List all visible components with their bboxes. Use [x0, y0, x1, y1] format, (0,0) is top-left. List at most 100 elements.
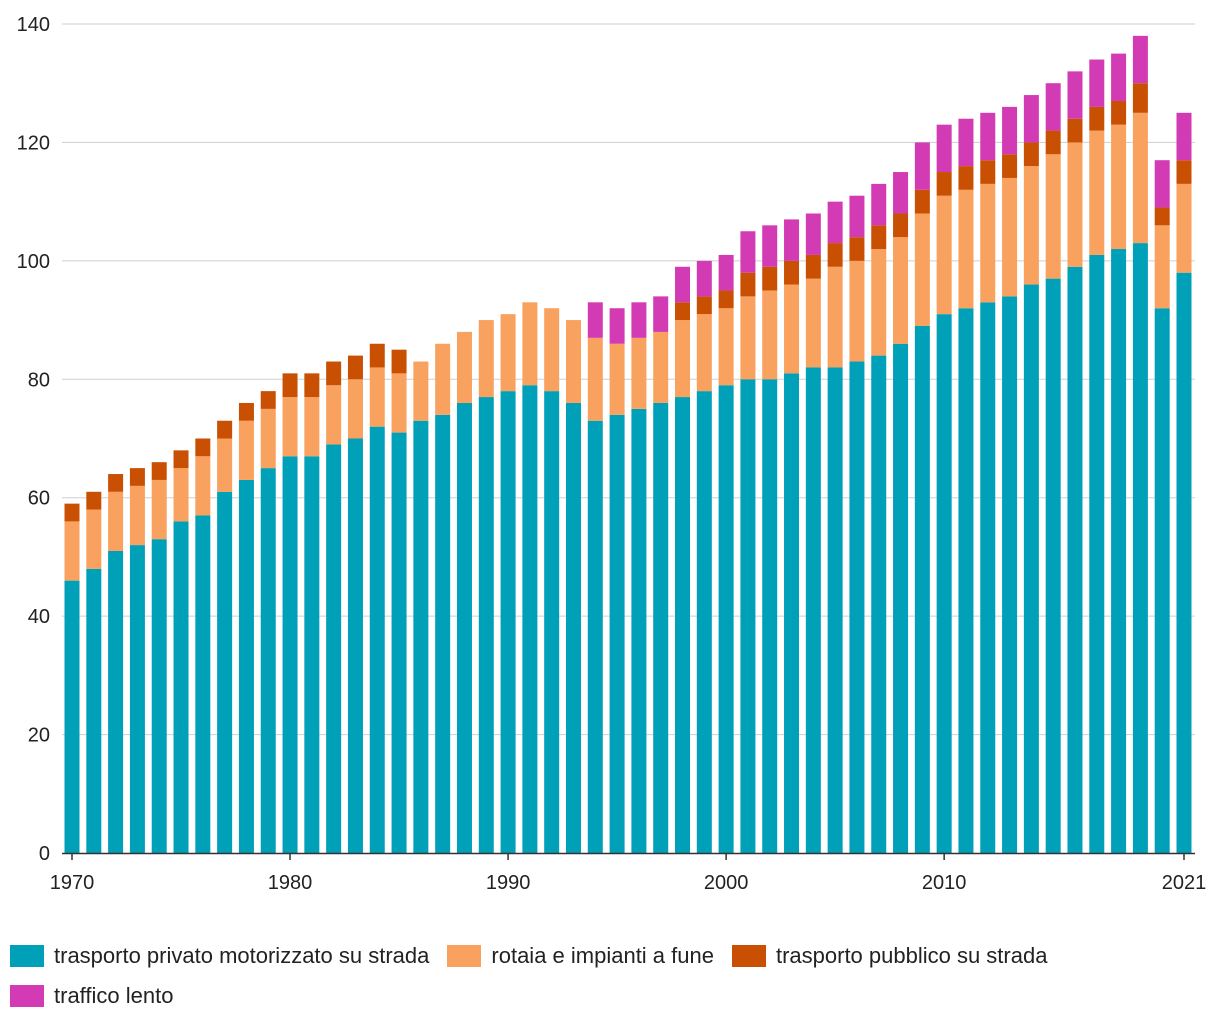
bar-2016-series-1 — [1067, 142, 1083, 267]
bar-2014-series-1 — [1023, 166, 1039, 285]
x-tick-label: 2021 — [1162, 872, 1207, 894]
bar-2012-series-1 — [980, 183, 996, 303]
bar-2011-series-2 — [958, 166, 974, 190]
bar-2019-series-2 — [1132, 83, 1148, 113]
bar-2018-series-0 — [1111, 249, 1127, 853]
legend-label: trasporto pubblico su strada — [775, 943, 1048, 968]
bar-1994-series-1 — [587, 337, 603, 421]
bar-1984-series-0 — [369, 426, 385, 853]
bar-2020-series-3 — [1154, 160, 1170, 208]
bar-2015-series-0 — [1045, 278, 1061, 853]
bar-1993-series-1 — [565, 320, 581, 403]
bar-2000-series-3 — [718, 254, 734, 291]
bar-1971-series-1 — [86, 509, 102, 569]
bar-1980-series-1 — [282, 397, 298, 457]
bar-1990-series-1 — [500, 314, 516, 392]
bar-1985-series-2 — [391, 349, 407, 374]
bar-2009-series-1 — [914, 213, 930, 326]
bar-1992-series-0 — [544, 391, 560, 853]
bar-1989-series-1 — [478, 320, 494, 398]
bar-2010-series-3 — [936, 124, 952, 173]
bar-1970-series-1 — [64, 521, 80, 581]
bar-2013-series-0 — [1002, 296, 1018, 853]
bar-1988-series-0 — [456, 402, 472, 853]
bar-1983-series-0 — [347, 438, 363, 853]
bar-2005-series-1 — [827, 266, 843, 368]
bar-1978-series-0 — [238, 479, 254, 853]
bar-1991-series-1 — [522, 302, 538, 386]
bar-2011-series-3 — [958, 118, 974, 167]
bar-1998-series-0 — [675, 397, 691, 853]
bar-2008-series-1 — [893, 237, 909, 344]
bar-1985-series-1 — [391, 373, 407, 433]
bar-2010-series-1 — [936, 195, 952, 315]
bar-2001-series-1 — [740, 296, 756, 380]
bar-2001-series-0 — [740, 379, 756, 853]
bar-2003-series-1 — [784, 284, 800, 374]
bar-1972-series-2 — [108, 474, 124, 492]
bar-2021-series-0 — [1176, 272, 1192, 853]
bar-1973-series-2 — [129, 468, 145, 486]
bar-1986-series-0 — [413, 420, 429, 853]
bar-1973-series-0 — [129, 545, 145, 853]
bar-1977-series-2 — [217, 420, 233, 439]
bar-1999-series-0 — [696, 391, 712, 853]
bar-1994-series-3 — [587, 302, 603, 338]
bar-2017-series-2 — [1089, 106, 1105, 131]
legend-swatch — [10, 985, 44, 1007]
y-tick-label: 40 — [28, 606, 50, 628]
x-tick-label: 1970 — [50, 872, 95, 894]
bar-1987-series-1 — [435, 343, 451, 415]
bar-2016-series-0 — [1067, 266, 1083, 853]
bar-1984-series-1 — [369, 367, 385, 427]
bar-1976-series-0 — [195, 515, 211, 853]
y-tick-label: 60 — [28, 488, 50, 510]
bar-1979-series-1 — [260, 408, 276, 469]
bar-2003-series-2 — [784, 260, 800, 285]
legend-item-3: traffico lento — [10, 978, 173, 1014]
y-tick-label: 100 — [17, 251, 50, 273]
legend-label: trasporto privato motorizzato su strada — [54, 943, 430, 968]
x-tick-label: 1980 — [268, 872, 313, 894]
bar-2002-series-3 — [762, 225, 778, 267]
bar-1979-series-0 — [260, 468, 276, 853]
bar-2004-series-3 — [805, 213, 821, 255]
bar-1978-series-2 — [238, 402, 254, 421]
bar-2006-series-1 — [849, 260, 865, 362]
bar-1987-series-0 — [435, 414, 451, 853]
bar-1996-series-1 — [631, 337, 647, 409]
bar-2006-series-3 — [849, 195, 865, 238]
legend-label: rotaia e impianti a fune — [491, 943, 714, 968]
bar-1980-series-2 — [282, 373, 298, 398]
bar-2004-series-0 — [805, 367, 821, 853]
bar-2011-series-0 — [958, 308, 974, 853]
bar-2007-series-1 — [871, 249, 887, 356]
bar-1981-series-2 — [304, 373, 320, 398]
bar-2000-series-0 — [718, 385, 734, 853]
bar-1994-series-0 — [587, 420, 603, 853]
bar-1990-series-0 — [500, 391, 516, 853]
bar-1998-series-1 — [675, 320, 691, 398]
stacked-bar-chart: 0 20 40 60 80 100 120 140 1970 1980 1990 2000 2010 20… — [17, 14, 1207, 894]
bar-2012-series-0 — [980, 302, 996, 853]
bar-2015-series-1 — [1045, 154, 1061, 279]
bar-2017-series-0 — [1089, 254, 1105, 853]
bar-1985-series-0 — [391, 432, 407, 853]
legend: trasporto privato motorizzato su strada r… — [10, 938, 1210, 1018]
bar-2020-series-1 — [1154, 225, 1170, 309]
bar-2012-series-2 — [980, 160, 996, 184]
bar-2008-series-3 — [893, 172, 909, 214]
bar-2021-series-1 — [1176, 183, 1192, 273]
bar-1971-series-2 — [86, 491, 102, 510]
bar-1974-series-0 — [151, 539, 167, 853]
bar-1982-series-1 — [326, 385, 342, 445]
bar-2002-series-1 — [762, 290, 778, 380]
bars — [64, 35, 1192, 854]
y-tick-label: 0 — [39, 843, 50, 865]
bar-2005-series-3 — [827, 201, 843, 244]
bar-2014-series-2 — [1023, 142, 1039, 167]
bar-1997-series-0 — [653, 402, 669, 853]
bar-1977-series-0 — [217, 491, 233, 853]
bar-1975-series-0 — [173, 521, 189, 853]
